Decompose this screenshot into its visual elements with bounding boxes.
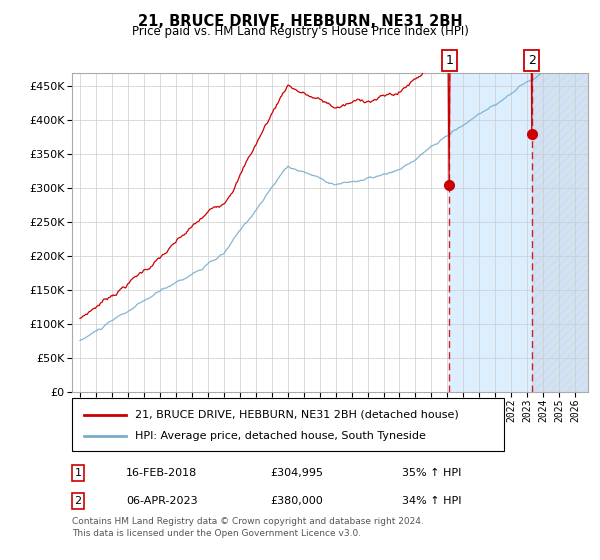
Text: 35% ↑ HPI: 35% ↑ HPI — [402, 468, 461, 478]
Text: 21, BRUCE DRIVE, HEBBURN, NE31 2BH: 21, BRUCE DRIVE, HEBBURN, NE31 2BH — [137, 14, 463, 29]
Text: 2: 2 — [74, 496, 82, 506]
Text: 06-APR-2023: 06-APR-2023 — [126, 496, 197, 506]
Text: 2: 2 — [527, 54, 536, 67]
Bar — [449, 73, 600, 392]
Text: HPI: Average price, detached house, South Tyneside: HPI: Average price, detached house, Sout… — [135, 431, 426, 441]
Text: 16-FEB-2018: 16-FEB-2018 — [126, 468, 197, 478]
Bar — [532, 73, 600, 392]
Text: £304,995: £304,995 — [270, 468, 323, 478]
Text: 34% ↑ HPI: 34% ↑ HPI — [402, 496, 461, 506]
Text: 1: 1 — [445, 54, 453, 67]
Text: 21, BRUCE DRIVE, HEBBURN, NE31 2BH (detached house): 21, BRUCE DRIVE, HEBBURN, NE31 2BH (deta… — [135, 409, 459, 419]
Text: This data is licensed under the Open Government Licence v3.0.: This data is licensed under the Open Gov… — [72, 529, 361, 538]
Text: £380,000: £380,000 — [270, 496, 323, 506]
Text: Contains HM Land Registry data © Crown copyright and database right 2024.: Contains HM Land Registry data © Crown c… — [72, 517, 424, 526]
Text: 1: 1 — [74, 468, 82, 478]
Text: Price paid vs. HM Land Registry's House Price Index (HPI): Price paid vs. HM Land Registry's House … — [131, 25, 469, 38]
